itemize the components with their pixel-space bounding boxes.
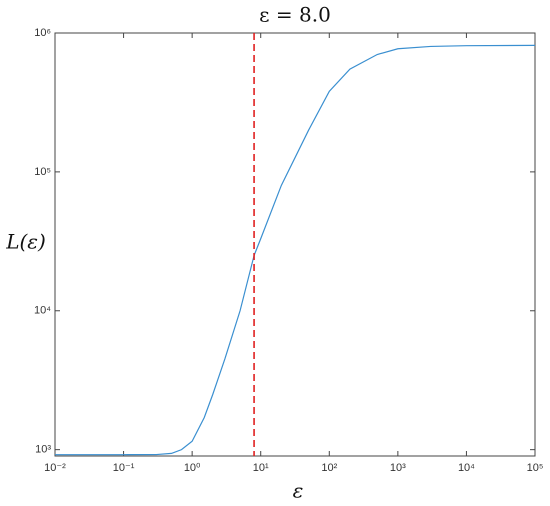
plot-frame [54,32,536,457]
x-tick-label: 10⁻¹ [113,462,135,474]
y-axis-label: L(ε) [5,230,46,254]
x-axis-label: ε [293,479,304,503]
y-tick-label: 10³ [35,444,51,456]
x-tick-label: 10² [321,462,337,474]
data-line [55,44,536,456]
chart-title: ε = 8.0 [259,3,331,27]
x-tick-label: 10³ [390,462,406,474]
x-tick-label: 10⁵ [527,462,544,474]
x-tick-label: 10¹ [253,462,269,474]
x-tick-label: 10⁻² [44,462,66,474]
x-tick-label: 10⁰ [184,462,201,474]
y-tick-label: 10⁵ [34,166,51,178]
y-tick-label: 10⁴ [34,305,51,317]
y-tick-label: 10⁶ [34,27,51,39]
x-tick-label: 10⁴ [458,462,475,474]
